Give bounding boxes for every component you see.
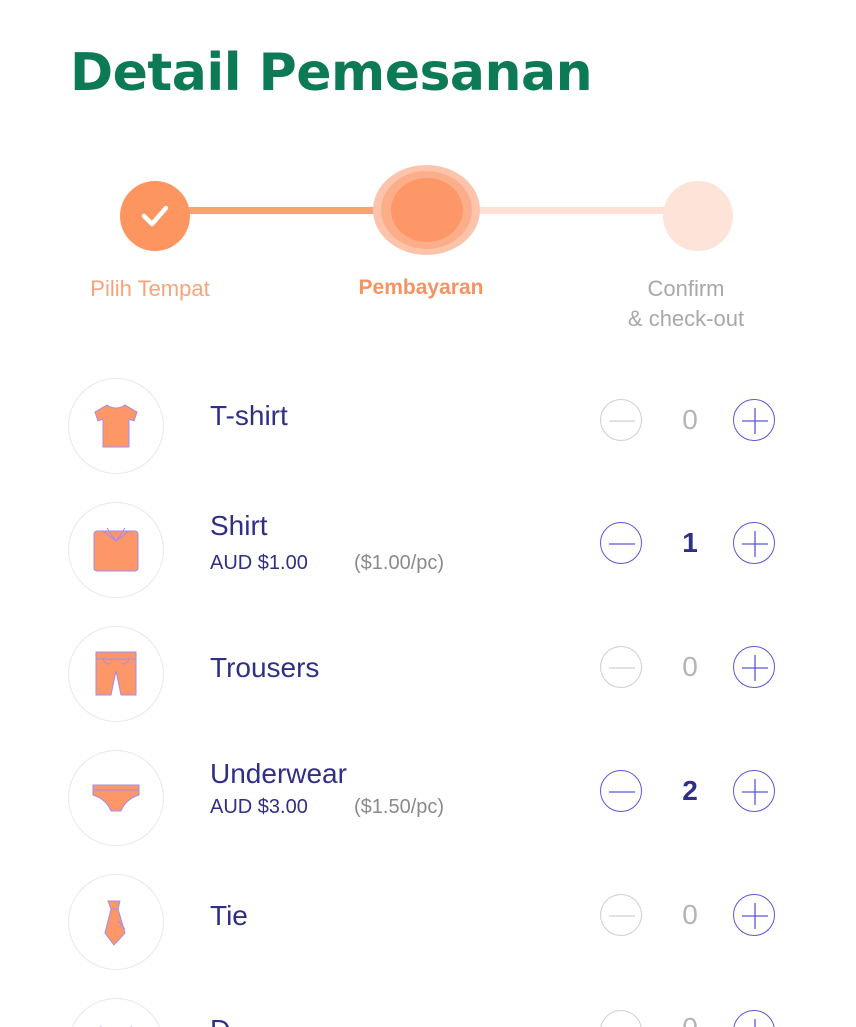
decrease-qty-button[interactable] <box>600 770 642 812</box>
quantity-value: 2 <box>682 775 698 806</box>
plus-icon <box>742 779 768 805</box>
underwear-icon <box>92 784 140 812</box>
item-total-price: AUD $1.00 <box>210 552 308 574</box>
step-confirm-checkout[interactable] <box>663 181 733 251</box>
list-item: Underwear AUD $3.00 ($1.50/pc) 2 <box>0 750 856 850</box>
item-unit-price: ($1.00/pc) <box>354 552 445 574</box>
decrease-qty-button[interactable] <box>600 399 642 441</box>
increase-qty-button[interactable] <box>733 1010 775 1027</box>
check-icon <box>141 205 169 227</box>
minus-icon <box>609 667 635 669</box>
step-label-pilih-tempat: Pilih Tempat <box>90 276 210 301</box>
item-icon-container <box>68 874 164 970</box>
item-total-price: AUD $3.00 <box>210 796 308 818</box>
tie-icon <box>104 900 126 946</box>
decrease-qty-button[interactable] <box>600 522 642 564</box>
quantity-value: 1 <box>682 527 698 558</box>
item-name: T-shirt <box>210 400 288 431</box>
item-icon-container <box>68 998 164 1027</box>
item-icon-container <box>68 502 164 598</box>
progress-stepper: Pilih Tempat Pembayaran Confirm & check-… <box>0 0 856 340</box>
step-label-confirm-checkout: Confirm & check-out <box>596 274 776 334</box>
page-title: Detail Pemesanan <box>70 43 593 103</box>
item-name: Trousers <box>210 652 320 683</box>
dress-icon <box>100 1025 132 1027</box>
plus-icon <box>742 655 768 681</box>
stepper-line-completed <box>186 207 386 214</box>
quantity-value: 0 <box>682 651 698 682</box>
item-icon-container <box>68 626 164 722</box>
item-icon-container <box>68 750 164 846</box>
step-pembayaran[interactable] <box>391 178 463 242</box>
minus-icon <box>609 420 635 422</box>
quantity-value: 0 <box>682 899 698 930</box>
shirt-icon <box>93 527 139 572</box>
increase-qty-button[interactable] <box>733 399 775 441</box>
item-name: Shirt <box>210 510 268 541</box>
decrease-qty-button[interactable] <box>600 646 642 688</box>
plus-icon <box>742 531 768 557</box>
quantity-value: 0 <box>660 1012 720 1027</box>
item-name: Tie <box>210 900 248 931</box>
plus-icon <box>742 903 768 929</box>
item-name: Underwear <box>210 758 347 789</box>
quantity-value: 0 <box>682 404 698 435</box>
minus-icon <box>609 791 635 793</box>
plus-icon <box>742 408 768 434</box>
tshirt-icon <box>94 404 138 448</box>
stepper-line-pending <box>470 207 670 214</box>
step-label-confirm-line1: Confirm <box>647 276 725 301</box>
list-item: Shirt AUD $1.00 ($1.00/pc) 1 <box>0 502 856 602</box>
list-item: T-shirt 0 <box>0 378 856 478</box>
list-item: Tie 0 <box>0 874 856 974</box>
increase-qty-button[interactable] <box>733 522 775 564</box>
minus-icon <box>609 915 635 917</box>
list-item: Trousers 0 <box>0 626 856 726</box>
decrease-qty-button[interactable] <box>600 894 642 936</box>
item-name: D <box>210 1014 230 1027</box>
step-label-pembayaran: Pembayaran <box>358 276 484 299</box>
plus-icon <box>754 1019 756 1027</box>
increase-qty-button[interactable] <box>733 646 775 688</box>
item-unit-price: ($1.50/pc) <box>354 796 445 818</box>
increase-qty-button[interactable] <box>733 770 775 812</box>
minus-icon <box>609 543 635 545</box>
list-item: D 0 <box>0 998 856 1027</box>
minus-icon <box>601 1011 643 1027</box>
decrease-qty-button[interactable] <box>600 1010 642 1027</box>
increase-qty-button[interactable] <box>733 894 775 936</box>
item-icon-container <box>68 378 164 474</box>
step-label-confirm-line2: & check-out <box>627 306 745 331</box>
trousers-icon <box>95 651 137 696</box>
step-pilih-tempat[interactable] <box>120 181 190 251</box>
